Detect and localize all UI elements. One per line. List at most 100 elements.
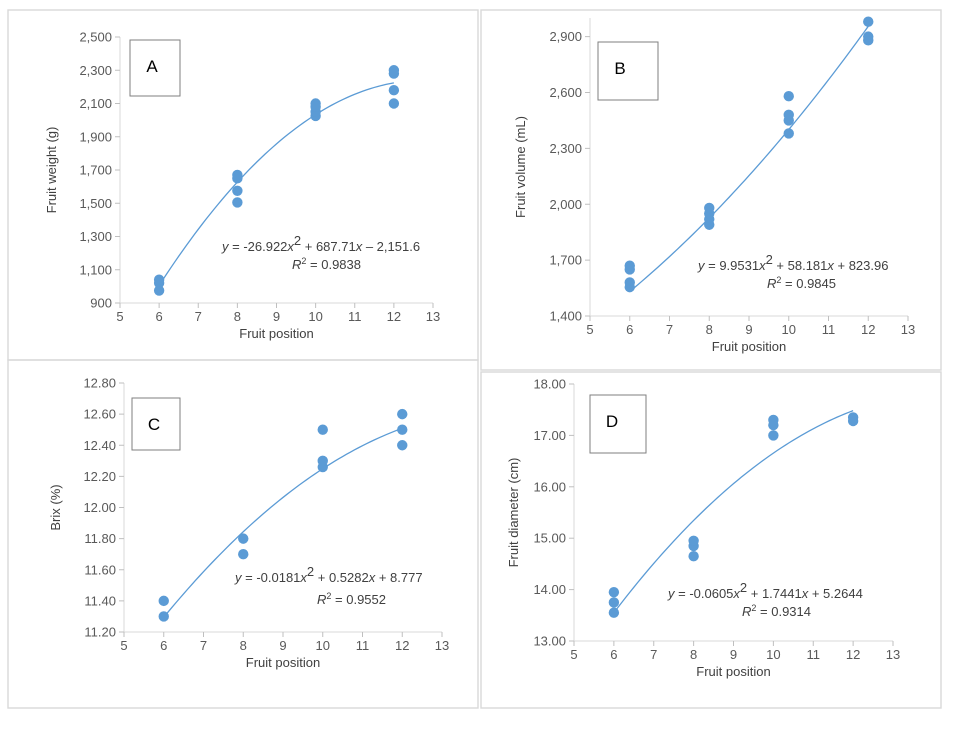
panel-c-x-tick-label: 8 <box>240 638 247 653</box>
panel-c-frame <box>7 359 479 709</box>
panel-a-y-tick-label: 2,500 <box>79 30 112 45</box>
panel-a-y-tick-label: 2,100 <box>79 96 112 111</box>
panel-b-x-tick-label: 8 <box>706 322 713 337</box>
panel-d-trendline <box>613 410 854 614</box>
panel-b-frame <box>480 9 942 371</box>
panel-c-x-tick-label: 5 <box>120 638 127 653</box>
panel-a-x-tick-label: 8 <box>234 309 241 324</box>
panel-b-x-tick-label: 5 <box>586 322 593 337</box>
panel-b-y-tick-label: 2,900 <box>549 29 582 44</box>
panel-c-y-tick-label: 12.40 <box>83 438 116 453</box>
panel-a-data-point <box>388 85 400 96</box>
panel-a-x-tick-label: 12 <box>387 309 401 324</box>
panel-a-data-point <box>232 169 243 181</box>
panel-a-r-squared: R2 = 0.9838 <box>292 256 361 272</box>
panel-b-data-point <box>783 128 794 139</box>
panel-c-data-point <box>158 611 169 622</box>
panel-a-data-point <box>388 65 400 76</box>
panel-d-y-tick-label: 13.00 <box>533 634 566 649</box>
panel-d-x-tick-label: 9 <box>730 647 737 662</box>
panel-b-y-tick-label: 1,400 <box>549 309 582 324</box>
panel-d-x-tick-label: 12 <box>846 647 860 662</box>
panel-b-r-squared: R2 = 0.9845 <box>767 275 836 291</box>
panel-d-frame <box>480 371 942 709</box>
panel-b-label-box <box>597 41 659 101</box>
panel-b-y-tick-label: 2,600 <box>549 85 582 100</box>
panel-c-y-tick-label: 11.40 <box>84 593 116 608</box>
panel-a-data-point <box>232 197 243 208</box>
panel-d-y-tick-label: 14.00 <box>533 582 566 597</box>
panel-a-equation: y = -26.922x2 + 687.71x – 2,151.6 <box>221 233 420 254</box>
panel-a-data-point <box>153 274 165 285</box>
panel-a-x-tick-label: 11 <box>348 309 362 324</box>
panel-c-data-point <box>397 424 408 435</box>
panel-d-x-tick-label: 6 <box>610 647 617 662</box>
panel-d-x-tick-label: 7 <box>650 647 657 662</box>
panel-a-x-tick-label: 9 <box>273 309 280 324</box>
panel-b-x-tick-label: 7 <box>666 322 673 337</box>
panel-c-y-tick-label: 11.20 <box>84 625 116 640</box>
panel-d-data-point <box>608 586 620 598</box>
panel-c-equation: y = -0.0181x2 + 0.5282x + 8.777 <box>234 564 423 585</box>
panel-d-label: D <box>606 412 618 431</box>
panel-b-equation: y = 9.9531x2 + 58.181x + 823.96 <box>697 252 888 273</box>
panel-c-y-tick-label: 11.80 <box>84 531 116 546</box>
panel-b-x-tick-label: 10 <box>782 322 796 337</box>
panel-a-trendline <box>158 82 395 286</box>
panel-a-data-point <box>153 285 165 296</box>
panel-b-data-point <box>704 202 715 214</box>
panel-d-label-box <box>589 394 647 454</box>
panel-b-data-point <box>624 277 635 288</box>
panel-c-y-tick-label: 12.60 <box>83 407 116 422</box>
panel-c-x-axis-title: Fruit position <box>246 655 320 670</box>
panel-a: 5 6 7 8 9 10 11 12 13 900 1,100 1,300 1,500 1,700 1,90… <box>7 9 479 361</box>
panel-b-data-point <box>783 109 794 121</box>
panel-a-x-tick-label: 7 <box>195 309 202 324</box>
panel-c-data-point <box>397 408 408 420</box>
panel-a-data-point <box>388 98 400 109</box>
panel-b-x-tick-label: 6 <box>626 322 633 337</box>
panel-c: 5 6 7 8 9 10 11 12 13 11.20 11.40 11.60 11.80 12.00 12… <box>7 359 479 709</box>
panel-c-x-tick-label: 10 <box>316 638 330 653</box>
panel-c-x-tick-label: 12 <box>395 638 409 653</box>
panel-c-label-box <box>131 397 181 451</box>
panel-a-data-point <box>310 98 321 109</box>
panel-d-data-point <box>688 550 699 562</box>
panel-c-data-point <box>238 533 249 544</box>
panel-c-trendline <box>163 427 403 618</box>
panel-a-label: A <box>146 57 158 76</box>
panel-d-data-point <box>688 535 699 546</box>
panel-c-data-point <box>317 455 328 467</box>
panel-d-x-axis-title: Fruit position <box>696 664 770 679</box>
panel-b-y-tick-label: 1,700 <box>549 253 582 268</box>
panel-d-x-tick-label: 5 <box>570 647 577 662</box>
panel-c-x-tick-label: 11 <box>356 638 370 653</box>
panel-b-x-tick-label: 13 <box>901 322 915 337</box>
panel-a-y-tick-label: 1,500 <box>79 196 112 211</box>
panel-b-x-axis-title: Fruit position <box>712 339 786 354</box>
panel-d-data-point <box>768 430 779 441</box>
panel-a-x-tick-label: 5 <box>116 309 123 324</box>
panel-b-label: B <box>614 59 625 78</box>
panel-c-y-tick-label: 11.60 <box>84 562 116 577</box>
panel-a-y-tick-label: 1,900 <box>79 129 112 144</box>
panel-a-y-tick-label: 900 <box>90 296 112 311</box>
panel-d-x-tick-label: 10 <box>766 647 780 662</box>
panel-c-label: C <box>148 415 160 434</box>
panel-d-y-axis-title: Fruit diameter (cm) <box>506 458 521 568</box>
panel-c-x-tick-label: 9 <box>279 638 286 653</box>
panel-a-data-point <box>232 185 243 196</box>
panel-b-data-point <box>783 91 794 102</box>
panel-b-data-point <box>624 260 635 271</box>
panel-c-data-point <box>238 548 249 560</box>
panel-c-y-tick-label: 12.80 <box>83 376 116 391</box>
panel-c-x-tick-label: 7 <box>200 638 207 653</box>
panel-a-y-tick-label: 1,700 <box>79 163 112 178</box>
panel-c-r-squared: R2 = 0.9552 <box>317 591 386 607</box>
panel-b-data-point <box>863 31 874 42</box>
panel-d-data-point <box>847 412 859 423</box>
panel-b-x-tick-label: 12 <box>861 322 875 337</box>
panel-c-y-tick-label: 12.00 <box>83 500 116 515</box>
panel-c-y-tick-label: 12.20 <box>83 469 116 484</box>
